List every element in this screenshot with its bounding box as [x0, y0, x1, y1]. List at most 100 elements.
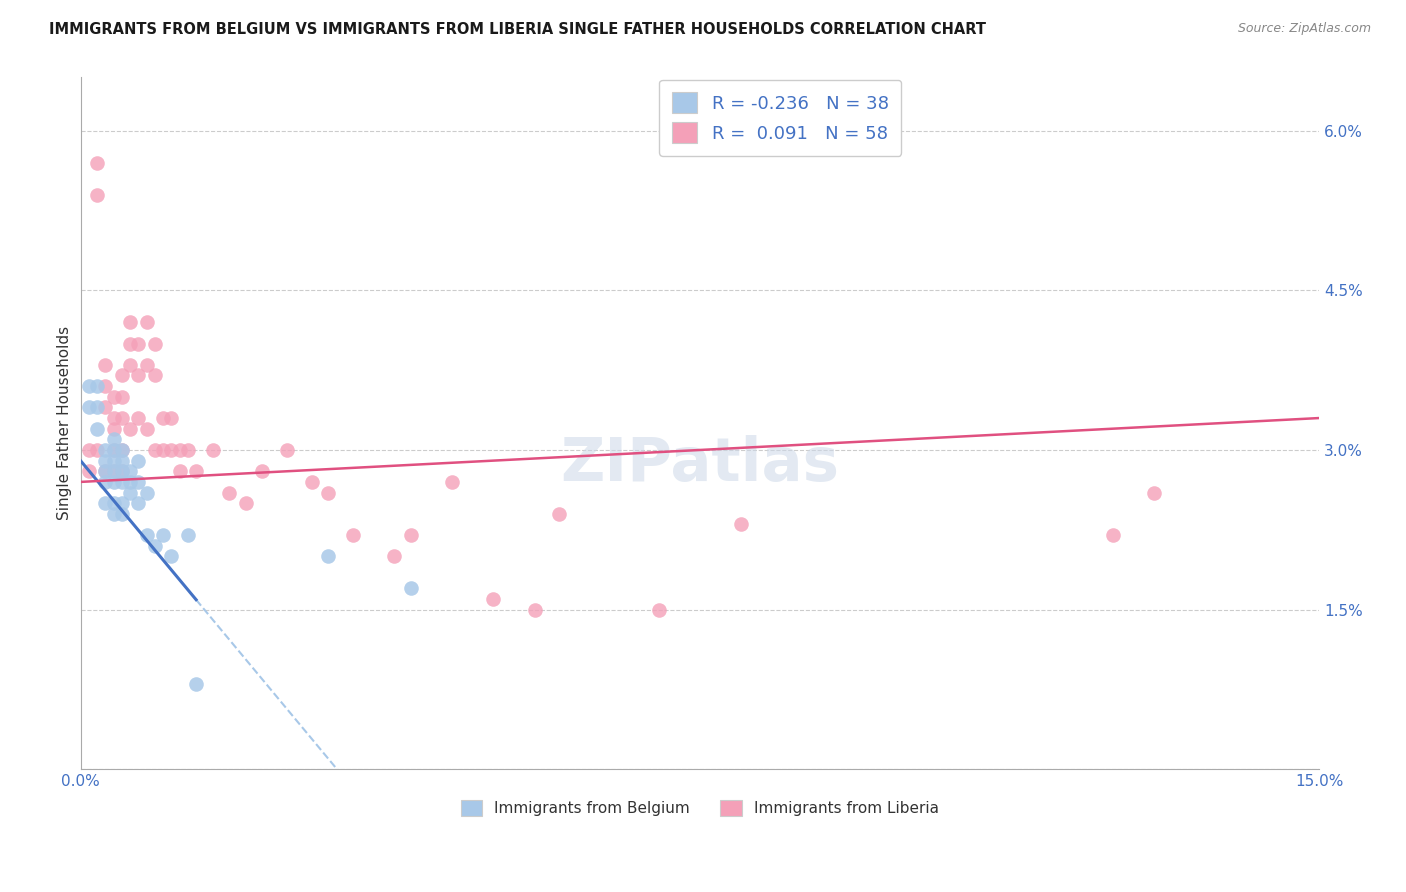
Point [120, 464, 142, 478]
Point [143, 336, 166, 351]
Text: ZIPatlas: ZIPatlas [561, 435, 839, 494]
Point [127, 496, 149, 510]
Point [316, 485, 339, 500]
Point [77, 401, 100, 415]
Point [120, 336, 142, 351]
Point [218, 485, 240, 500]
Point [441, 475, 464, 489]
Point [152, 411, 174, 425]
Point [177, 442, 200, 457]
Point [399, 582, 422, 596]
Point [160, 549, 183, 564]
Text: IMMIGRANTS FROM BELGIUM VS IMMIGRANTS FROM LIBERIA SINGLE FATHER HOUSEHOLDS CORR: IMMIGRANTS FROM BELGIUM VS IMMIGRANTS FR… [49, 22, 986, 37]
Point [86, 442, 108, 457]
Point [127, 336, 149, 351]
Point [111, 507, 134, 521]
Point [77, 464, 100, 478]
Point [120, 358, 142, 372]
Point [730, 517, 752, 532]
Point [127, 475, 149, 489]
Point [86, 187, 108, 202]
Point [235, 496, 257, 510]
Y-axis label: Single Father Households: Single Father Households [58, 326, 72, 520]
Point [342, 528, 364, 542]
Point [120, 485, 142, 500]
Point [103, 442, 125, 457]
Point [103, 433, 125, 447]
Point [143, 368, 166, 383]
Point [103, 453, 125, 467]
Point [94, 442, 117, 457]
Point [111, 475, 134, 489]
Point [143, 539, 166, 553]
Point [135, 422, 157, 436]
Point [111, 464, 134, 478]
Point [103, 464, 125, 478]
Point [120, 422, 142, 436]
Point [127, 453, 149, 467]
Point [382, 549, 405, 564]
Point [276, 442, 298, 457]
Point [316, 549, 339, 564]
Point [103, 507, 125, 521]
Point [103, 496, 125, 510]
Point [111, 368, 134, 383]
Point [86, 155, 108, 169]
Point [647, 602, 669, 616]
Point [86, 422, 108, 436]
Point [86, 379, 108, 393]
Point [184, 677, 207, 691]
Point [111, 390, 134, 404]
Point [135, 358, 157, 372]
Point [250, 464, 273, 478]
Point [94, 464, 117, 478]
Text: Source: ZipAtlas.com: Source: ZipAtlas.com [1237, 22, 1371, 36]
Point [184, 464, 207, 478]
Point [135, 315, 157, 329]
Point [523, 602, 546, 616]
Point [103, 475, 125, 489]
Point [482, 592, 505, 607]
Point [160, 442, 183, 457]
Point [169, 442, 191, 457]
Point [127, 411, 149, 425]
Point [120, 315, 142, 329]
Point [103, 422, 125, 436]
Point [103, 390, 125, 404]
Point [94, 496, 117, 510]
Point [201, 442, 224, 457]
Point [111, 496, 134, 510]
Point [103, 464, 125, 478]
Point [77, 379, 100, 393]
Point [94, 358, 117, 372]
Point [143, 442, 166, 457]
Point [135, 485, 157, 500]
Point [111, 411, 134, 425]
Point [94, 453, 117, 467]
Point [77, 442, 100, 457]
Point [152, 442, 174, 457]
Point [548, 507, 571, 521]
Point [103, 411, 125, 425]
Point [111, 442, 134, 457]
Point [111, 453, 134, 467]
Point [152, 528, 174, 542]
Point [301, 475, 323, 489]
Point [169, 464, 191, 478]
Point [94, 464, 117, 478]
Legend: Immigrants from Belgium, Immigrants from Liberia: Immigrants from Belgium, Immigrants from… [453, 793, 946, 824]
Point [135, 528, 157, 542]
Point [111, 442, 134, 457]
Point [94, 379, 117, 393]
Point [120, 475, 142, 489]
Point [103, 442, 125, 457]
Point [111, 464, 134, 478]
Point [160, 411, 183, 425]
Point [94, 475, 117, 489]
Point [177, 528, 200, 542]
Point [399, 528, 422, 542]
Point [1101, 528, 1123, 542]
Point [127, 368, 149, 383]
Point [94, 401, 117, 415]
Point [86, 401, 108, 415]
